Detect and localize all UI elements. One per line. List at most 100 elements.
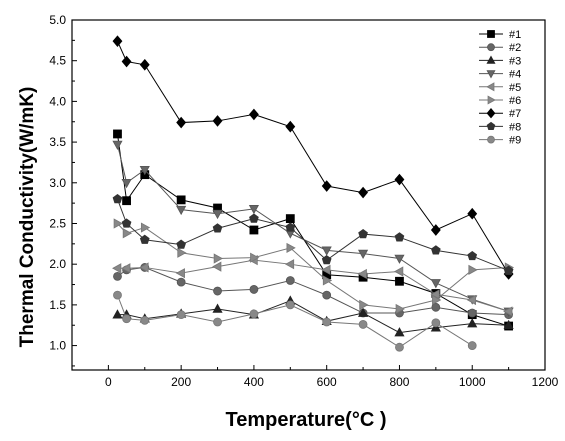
data-point [430,289,440,300]
data-point [212,209,223,220]
y-tick-label: 2.0 [49,257,66,271]
legend-label: #3 [509,55,521,67]
data-point [249,309,259,319]
data-point [248,108,259,121]
y-tick-label: 3.5 [49,135,66,149]
data-point [121,178,132,189]
legend-entry: #4 [479,69,521,81]
data-point [358,186,369,199]
data-point [468,264,478,275]
data-point [122,314,131,324]
data-point [357,268,367,280]
legend-label: #7 [509,108,521,120]
series-layer [112,35,515,352]
data-point [467,207,478,220]
series-line [117,300,509,334]
legend-entry: #7 [479,108,521,120]
data-point [395,303,405,315]
data-point [358,307,369,317]
data-point [250,252,260,263]
legend-label: #8 [509,121,521,133]
data-point [358,320,368,329]
x-axis-ticks: 0 200 400 600 800 1000 1200 [71,365,559,389]
legend-marker [486,121,496,131]
data-point [358,249,369,260]
data-point [112,193,123,204]
data-point [213,317,222,327]
series-1 [113,129,514,331]
series-line [117,198,509,272]
legend-entry: #9 [479,135,521,147]
data-point [322,317,332,327]
data-point [113,271,122,281]
legend-marker [487,95,496,105]
data-point [467,341,477,350]
legend-label: #9 [509,135,521,147]
data-point [285,300,295,310]
data-point [176,116,187,129]
data-point [112,263,122,274]
data-point [322,290,332,300]
data-point [358,228,368,239]
legend-marker [487,135,495,144]
data-point [503,265,514,275]
data-point [321,255,332,265]
legend-label: #5 [509,82,521,94]
data-point [175,268,185,279]
series-line [117,40,510,275]
data-point [285,276,295,285]
data-point [112,140,123,150]
legend-marker [487,43,495,52]
series-line [117,266,509,316]
x-tick-label: 600 [317,375,337,389]
data-point [212,303,223,313]
y-tick-label: 1.5 [49,298,66,312]
data-point [430,279,441,289]
data-point [430,224,441,236]
legend-label: #1 [509,29,521,41]
series-5 [112,255,513,317]
data-point [176,277,186,287]
legend-entry: #2 [479,42,521,54]
data-point [122,228,133,239]
data-point [248,205,259,215]
data-point [212,261,222,272]
data-point [430,245,441,255]
data-point [121,263,131,274]
legend-entry: #1 [479,29,521,41]
legend: #1#2#3 #4#5#6#7#8 #9 [479,29,521,147]
data-point [176,310,186,320]
data-point [176,205,187,216]
legend-label: #2 [509,42,521,54]
legend-marker [486,82,495,92]
data-point [394,254,405,264]
y-tick-label: 5.0 [49,13,66,27]
y-tick-label: 3.0 [49,176,66,190]
legend-entry: #5 [479,82,521,94]
data-point [286,242,296,253]
data-point [212,223,223,233]
data-point [285,214,295,224]
x-tick-label: 400 [244,375,264,389]
x-tick-label: 1200 [532,375,559,389]
plot-border [71,19,546,371]
data-point [112,35,123,47]
data-point [466,294,477,306]
legend-marker [487,30,495,38]
data-point [121,218,132,228]
legend-label: #6 [509,95,521,107]
series-8 [112,193,514,275]
y-axis-title: Thermal Conductivity(W/mK) [17,87,38,348]
data-point [113,218,123,229]
data-point [213,253,223,264]
data-point [139,58,150,71]
legend-entry: #6 [479,95,521,107]
data-point [321,264,331,275]
data-point [122,196,131,206]
data-point [249,285,259,294]
data-point [139,234,150,244]
x-tick-label: 200 [171,375,191,389]
x-tick-label: 1000 [459,375,486,389]
